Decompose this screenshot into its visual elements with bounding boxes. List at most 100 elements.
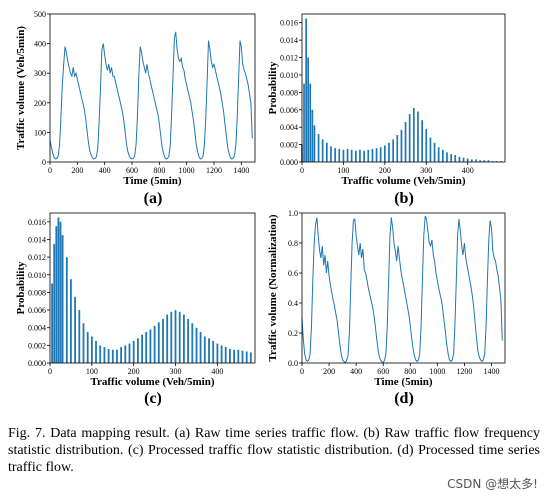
bar-b-24 [388, 142, 390, 162]
bar-c-50 [249, 352, 252, 363]
chart-panel-c [47, 212, 256, 366]
bar-b-32 [421, 120, 423, 162]
panel-label-b: (b) [394, 190, 414, 207]
bar-c-0 [51, 283, 53, 363]
bar-b-43 [466, 158, 469, 162]
x-tick-label-a: 800 [153, 166, 165, 175]
bar-c-2 [55, 226, 58, 363]
x-tick-label-b: 0 [300, 166, 304, 175]
bar-b-16 [355, 150, 357, 162]
bar-b-21 [375, 148, 378, 162]
bar-c-24 [141, 334, 143, 363]
bar-c-12 [91, 336, 93, 363]
y-tick-label-c: 0.002 [28, 341, 46, 350]
y-tick-label-a: 200 [34, 99, 46, 108]
bar-c-34 [183, 314, 185, 363]
y-tick-label-b: 0.008 [280, 88, 298, 97]
bar-b-3 [307, 57, 309, 162]
bar-b-30 [413, 108, 415, 162]
x-tick-label-c: 300 [170, 367, 182, 376]
y-axis-label-a: Traffic volume (Veh/5min) [15, 26, 27, 150]
bar-b-38 [446, 152, 448, 162]
bar-c-7 [70, 279, 72, 363]
bar-c-32 [174, 310, 177, 363]
bar-c-1 [53, 243, 56, 363]
x-tick-label-d: 1000 [429, 367, 445, 376]
bar-b-6 [313, 125, 316, 162]
bar-c-25 [145, 332, 148, 363]
bar-b-13 [342, 149, 345, 162]
bar-b-39 [450, 154, 452, 162]
y-tick-label-b: 0.004 [280, 123, 298, 132]
y-tick-label-c: 0.006 [28, 306, 46, 315]
plot-frame-d [301, 212, 506, 364]
bar-b-25 [392, 139, 394, 162]
bar-c-44 [224, 347, 227, 363]
x-tick-label-c: 0 [48, 367, 52, 376]
bar-c-26 [149, 329, 152, 363]
x-tick-label-a: 200 [71, 166, 83, 175]
bar-c-14 [99, 345, 102, 363]
bar-c-13 [95, 340, 97, 363]
bar-b-36 [437, 147, 440, 162]
bar-c-37 [195, 327, 198, 363]
bar-c-19 [120, 347, 122, 363]
y-tick-label-a: 100 [34, 128, 46, 137]
bar-b-37 [442, 149, 444, 162]
bar-b-47 [483, 160, 486, 162]
y-tick-label-d: 0.4 [288, 299, 298, 308]
y-tick-label-c: 0.008 [28, 288, 46, 297]
x-tick-label-d: 400 [350, 367, 362, 376]
bar-c-40 [208, 338, 210, 363]
watermark: CSDN @想太多! [447, 477, 538, 491]
bar-b-22 [379, 147, 382, 162]
bar-c-21 [128, 343, 131, 363]
bar-b-20 [371, 148, 374, 162]
bar-c-3 [57, 217, 60, 363]
bar-b-35 [433, 142, 436, 162]
bar-c-38 [199, 332, 202, 363]
bar-b-28 [404, 122, 407, 162]
bar-b-1 [303, 83, 305, 162]
bar-c-15 [103, 347, 106, 363]
bar-c-41 [212, 340, 215, 363]
bar-b-27 [400, 129, 403, 162]
bar-b-31 [417, 111, 419, 162]
bar-c-18 [116, 349, 118, 363]
bar-b-41 [458, 156, 461, 162]
x-axis-label-b: Traffic volume (Veh/5min) [341, 175, 465, 187]
bar-c-17 [111, 349, 114, 363]
bar-b-34 [429, 137, 432, 162]
bar-b-7 [317, 134, 320, 162]
x-tick-label-b: 400 [462, 166, 474, 175]
y-tick-label-c: 0.000 [28, 359, 46, 368]
x-tick-label-c: 400 [211, 367, 223, 376]
bar-c-35 [187, 318, 189, 363]
bar-c-22 [132, 340, 135, 363]
bar-c-4 [59, 221, 62, 363]
x-tick-label-a: 600 [126, 166, 138, 175]
x-tick-label-a: 1200 [206, 166, 222, 175]
chart-panel-d [299, 212, 506, 366]
y-axis-label-d: Traffic volume (Normalization) [267, 214, 279, 361]
series-line-a [49, 31, 253, 160]
bar-b-11 [334, 148, 336, 162]
y-tick-label-b: 0.000 [280, 158, 298, 167]
figure-caption: Fig. 7. Data mapping result. (a) Raw tim… [8, 426, 540, 475]
bar-c-23 [137, 338, 139, 363]
x-tick-label-d: 600 [377, 367, 389, 376]
y-tick-label-b: 0.012 [280, 54, 298, 63]
x-tick-label-a: 1400 [233, 166, 249, 175]
y-tick-label-c: 0.012 [28, 253, 46, 262]
bar-b-8 [321, 139, 324, 162]
bar-c-9 [78, 310, 81, 363]
bar-b-12 [338, 148, 341, 162]
chart-panel-a [47, 13, 256, 165]
bar-b-45 [475, 159, 477, 162]
bar-c-28 [157, 322, 160, 363]
bar-b-4 [309, 83, 312, 162]
panel-label-c: (c) [144, 390, 162, 407]
plot-frame-b [301, 13, 506, 163]
bar-b-18 [363, 150, 365, 162]
bar-c-31 [170, 311, 173, 363]
